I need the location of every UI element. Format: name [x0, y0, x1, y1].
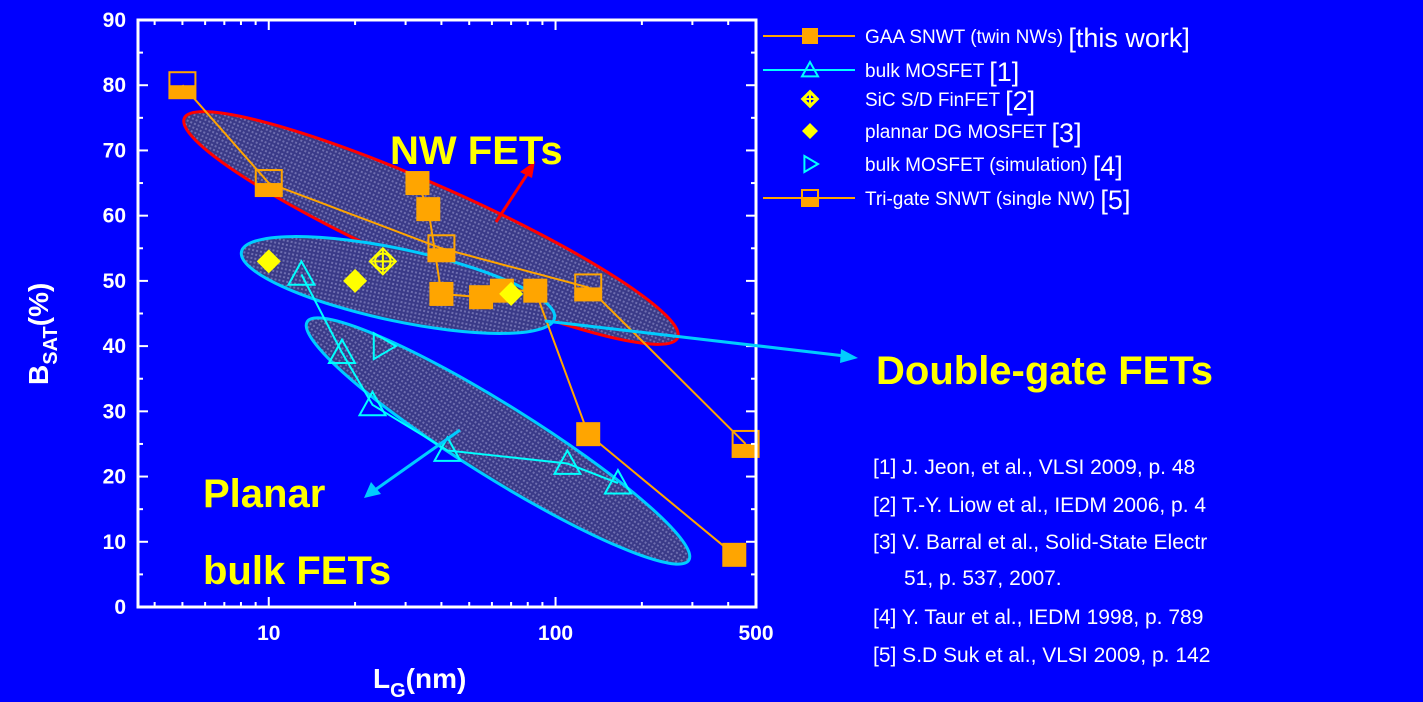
marker-fill — [255, 183, 282, 197]
legend-label-5: Tri-gate SNWT (single NW) [5] — [865, 185, 1130, 215]
legend-ref-3: [3] — [1052, 118, 1082, 148]
reference-5: [5] S.D Suk et al., VLSI 2009, p. 142 — [873, 644, 1210, 667]
legend-marker-1 — [800, 59, 820, 78]
marker-fill — [732, 443, 759, 457]
legend-ref-1: [1] — [989, 57, 1019, 87]
legend-marker-0 — [802, 28, 818, 44]
y-tick-label: 40 — [103, 335, 126, 358]
data-point-series-1 — [603, 468, 633, 495]
legend-ref-0: [this work] — [1068, 23, 1190, 53]
data-point-series-5 — [427, 234, 456, 263]
data-point-series-3 — [256, 249, 281, 274]
legend-label-1: bulk MOSFET [1] — [865, 57, 1019, 87]
arrow-double-gate — [544, 319, 846, 358]
y-axis-title: BSAT(%) — [23, 283, 62, 385]
x-tick-label: 500 — [738, 622, 773, 645]
data-point-series-2 — [368, 246, 398, 276]
data-point-series-1 — [327, 337, 357, 365]
arrow-double-gate-head — [840, 349, 858, 363]
data-point-series-5 — [168, 71, 197, 100]
reference-1: [1] J. Jeon, et al., VLSI 2009, p. 48 — [873, 456, 1195, 479]
annotation-nw-fets: NW FETs — [390, 129, 563, 173]
data-point-series-1 — [286, 259, 317, 286]
reference-4: [4] Y. Taur et al., IEDM 1998, p. 789 — [873, 606, 1203, 629]
annotation-arrows — [364, 161, 858, 498]
y-tick-label: 30 — [103, 400, 126, 423]
data-point-series-4 — [372, 331, 398, 361]
legend-marker-5 — [801, 189, 819, 207]
legend-marker-3 — [802, 123, 818, 139]
legend-label-4: bulk MOSFET (simulation) [4] — [865, 151, 1123, 181]
data-point-series-0 — [523, 278, 548, 303]
y-tick-label: 50 — [103, 270, 126, 293]
data-point-series-1 — [357, 389, 388, 417]
legend-label-3: plannar DG MOSFET [3] — [865, 118, 1082, 148]
tick-labels: 0 10 20 30 40 50 60 70 80 90 10 100 500 — [103, 9, 774, 645]
annotation-double-gate-fets: Double-gate FETs — [876, 349, 1213, 393]
marker-fill — [575, 287, 602, 301]
arrow-nw-head — [520, 161, 535, 178]
data-point-series-0 — [469, 285, 494, 310]
region-double-gate-fets — [239, 235, 557, 335]
reference-list: [1] J. Jeon, et al., VLSI 2009, p. 48 [2… — [873, 456, 1210, 667]
marker-fill — [169, 85, 196, 99]
data-point-series-5 — [574, 273, 603, 302]
legend-label-0: GAA SNWT (twin NWs) [this work] — [865, 23, 1190, 53]
marker-fill — [802, 198, 818, 206]
y-tick-label: 70 — [103, 139, 126, 162]
legend-ref-2: [2] — [1005, 86, 1035, 116]
reference-3-cont: 51, p. 537, 2007. — [904, 567, 1062, 590]
arrow-planar-head — [364, 482, 381, 498]
annotation-bulk-fets: bulk FETs — [203, 549, 391, 593]
x-tick-label: 100 — [538, 622, 573, 645]
y-tick-label: 10 — [103, 531, 126, 554]
data-point-series-5 — [254, 169, 283, 198]
y-tick-label: 20 — [103, 466, 126, 489]
reference-3: [3] V. Barral et al., Solid-State Electr — [873, 531, 1207, 554]
x-tick-label: 10 — [257, 622, 280, 645]
data-point-series-3 — [499, 281, 524, 306]
region-planar-bulk-fets — [304, 316, 692, 566]
y-tick-label: 60 — [103, 205, 126, 228]
series-markers — [168, 71, 760, 567]
legend-ref-5: [5] — [1100, 185, 1130, 215]
legend-label-2: SiC S/D FinFET [2] — [865, 86, 1035, 116]
legend-ref-4: [4] — [1093, 151, 1123, 181]
legend-marker-4 — [803, 154, 820, 174]
y-tick-label: 80 — [103, 74, 126, 97]
y-tick-label: 0 — [114, 596, 126, 619]
data-point-series-0 — [429, 281, 454, 306]
marker-fill — [428, 248, 455, 262]
data-point-series-3 — [343, 268, 368, 293]
x-axis-title: LG(nm) — [373, 663, 466, 702]
data-point-series-1 — [552, 448, 583, 475]
reference-2: [2] T.-Y. Liow et al., IEDM 2006, p. 4 — [873, 494, 1206, 517]
data-point-series-0 — [405, 171, 430, 196]
y-tick-label: 90 — [103, 9, 126, 32]
arrow-planar — [374, 428, 461, 492]
data-point-series-0 — [416, 197, 441, 222]
data-point-series-0 — [576, 422, 601, 447]
data-point-series-1 — [432, 435, 463, 462]
data-point-series-0 — [722, 542, 747, 567]
legend-marker-2 — [800, 89, 820, 109]
annotation-planar: Planar — [203, 472, 325, 516]
legend: GAA SNWT (twin NWs) [this work] bulk MOSF… — [763, 23, 1190, 215]
data-point-series-5 — [731, 429, 760, 458]
arrow-nw — [494, 172, 530, 223]
